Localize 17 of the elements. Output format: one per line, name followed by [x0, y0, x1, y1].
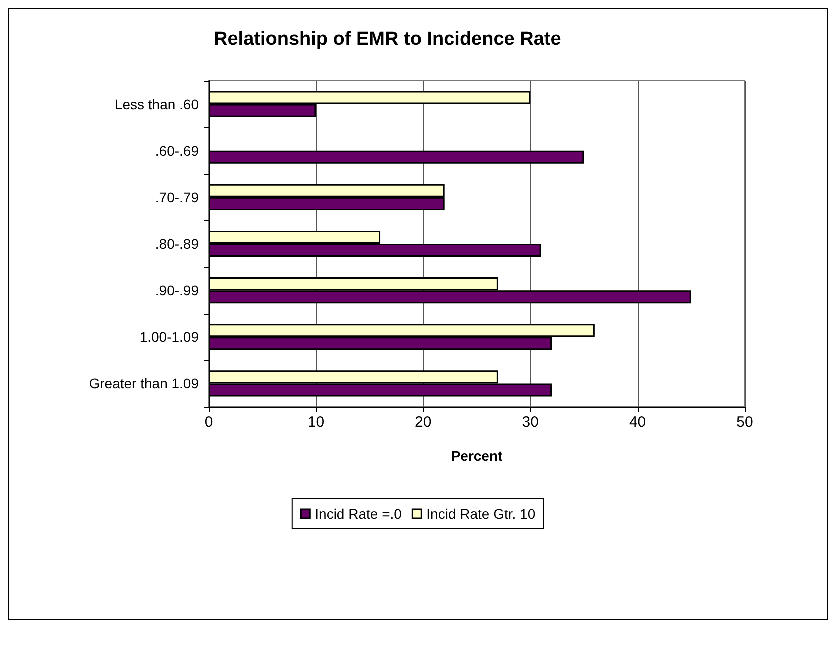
- y-tick-label: Less than .60: [114, 96, 200, 112]
- x-tick-label: 20: [415, 414, 432, 431]
- x-tick-label: 30: [522, 414, 539, 431]
- legend-label: Incid Rate Gtr. 10: [426, 506, 536, 522]
- y-tick-label: .90-.99: [155, 282, 200, 299]
- legend-label: Incid Rate =.0: [315, 506, 402, 522]
- x-tick-label: 50: [736, 414, 754, 431]
- y-tick-label: .70-.79: [155, 189, 200, 206]
- x-tick-label: 10: [308, 414, 325, 431]
- y-tick-label: 1.00-1.09: [140, 329, 200, 346]
- y-tick-label: .80-.89: [155, 236, 200, 252]
- y-tick-label: .60-.69: [155, 142, 200, 159]
- x-axis-title: Percent: [451, 448, 504, 464]
- x-tick-label: 0: [204, 414, 214, 431]
- chart-title: Relationship of EMR to Incidence Rate: [214, 29, 562, 50]
- x-tick-label: 40: [629, 414, 646, 431]
- y-tick-label: Greater than 1.09: [89, 376, 200, 392]
